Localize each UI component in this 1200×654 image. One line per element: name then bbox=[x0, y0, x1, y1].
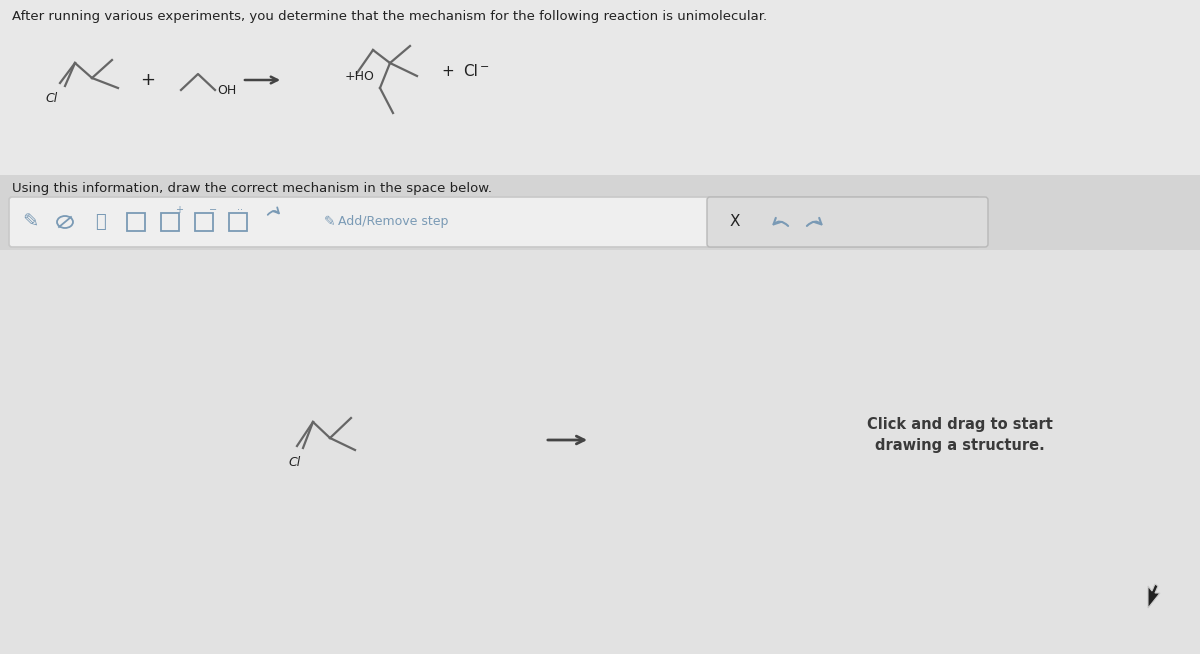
Text: +: + bbox=[175, 205, 182, 215]
Text: Add/Remove step: Add/Remove step bbox=[338, 216, 449, 228]
FancyBboxPatch shape bbox=[0, 250, 1200, 654]
Text: −: − bbox=[480, 62, 490, 72]
Text: +HO: +HO bbox=[346, 69, 374, 82]
Text: Cl: Cl bbox=[46, 92, 58, 105]
Text: ✋: ✋ bbox=[95, 213, 106, 231]
Text: OH: OH bbox=[217, 84, 236, 97]
Text: Using this information, draw the correct mechanism in the space below.: Using this information, draw the correct… bbox=[12, 182, 492, 195]
Text: +: + bbox=[140, 71, 156, 89]
FancyBboxPatch shape bbox=[707, 197, 988, 247]
Text: ✎: ✎ bbox=[324, 215, 336, 229]
Text: After running various experiments, you determine that the mechanism for the foll: After running various experiments, you d… bbox=[12, 10, 767, 23]
Text: ✎: ✎ bbox=[22, 213, 38, 232]
Text: Click and drag to start
drawing a structure.: Click and drag to start drawing a struct… bbox=[868, 417, 1052, 453]
FancyBboxPatch shape bbox=[10, 197, 980, 247]
Text: Cl: Cl bbox=[463, 65, 478, 80]
FancyBboxPatch shape bbox=[0, 0, 1200, 175]
Text: ··: ·· bbox=[238, 205, 242, 215]
Text: +: + bbox=[442, 65, 455, 80]
Text: −: − bbox=[209, 205, 217, 215]
Polygon shape bbox=[1148, 584, 1160, 608]
Text: X: X bbox=[730, 215, 740, 230]
Text: Cl: Cl bbox=[289, 455, 301, 468]
